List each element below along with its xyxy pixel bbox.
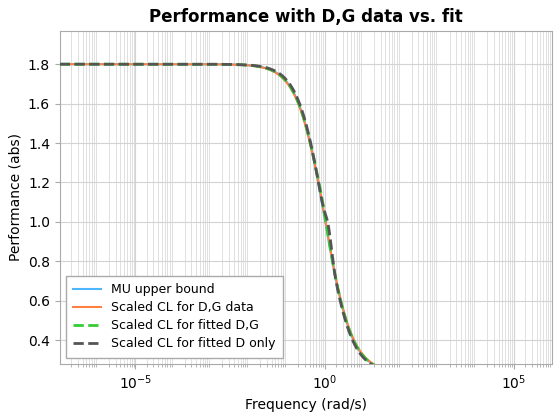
Scaled CL for D,G data xyxy=(57,62,63,67)
Scaled CL for fitted D only xyxy=(267,66,273,71)
Scaled CL for fitted D,G xyxy=(539,370,545,375)
Y-axis label: Performance (abs): Performance (abs) xyxy=(8,133,22,261)
MU upper bound xyxy=(548,370,555,375)
Legend: MU upper bound, Scaled CL for D,G data, Scaled CL for fitted D,G, Scaled CL for : MU upper bound, Scaled CL for D,G data, … xyxy=(66,276,283,357)
Scaled CL for D,G data xyxy=(539,370,545,375)
Scaled CL for D,G data xyxy=(142,62,148,67)
Line: Scaled CL for D,G data: Scaled CL for D,G data xyxy=(60,64,552,373)
MU upper bound xyxy=(142,62,148,67)
Scaled CL for fitted D only xyxy=(57,62,63,67)
Line: Scaled CL for fitted D,G: Scaled CL for fitted D,G xyxy=(60,64,552,373)
Line: Scaled CL for fitted D only: Scaled CL for fitted D only xyxy=(60,64,552,373)
MU upper bound xyxy=(267,67,273,72)
Scaled CL for fitted D,G xyxy=(245,63,252,68)
Scaled CL for fitted D only xyxy=(539,370,545,375)
Scaled CL for D,G data xyxy=(267,67,273,72)
Scaled CL for fitted D,G xyxy=(113,62,119,67)
Scaled CL for D,G data xyxy=(548,370,555,375)
Scaled CL for fitted D,G xyxy=(486,370,492,375)
MU upper bound xyxy=(245,63,252,68)
Scaled CL for fitted D,G xyxy=(267,67,273,72)
MU upper bound xyxy=(57,62,63,67)
Title: Performance with D,G data vs. fit: Performance with D,G data vs. fit xyxy=(149,8,463,26)
Scaled CL for fitted D,G xyxy=(57,62,63,67)
Scaled CL for D,G data xyxy=(486,370,492,375)
MU upper bound xyxy=(539,370,545,375)
MU upper bound xyxy=(486,370,492,375)
Scaled CL for fitted D only xyxy=(486,370,492,375)
MU upper bound xyxy=(113,62,119,67)
Scaled CL for D,G data xyxy=(245,63,252,68)
Scaled CL for fitted D only xyxy=(113,62,119,67)
Scaled CL for fitted D,G xyxy=(142,62,148,67)
Scaled CL for fitted D only xyxy=(245,63,252,68)
Scaled CL for fitted D,G xyxy=(548,370,555,375)
Scaled CL for fitted D only xyxy=(142,62,148,67)
Line: MU upper bound: MU upper bound xyxy=(60,64,552,373)
Scaled CL for D,G data xyxy=(113,62,119,67)
Scaled CL for fitted D only xyxy=(548,370,555,375)
X-axis label: Frequency (rad/s): Frequency (rad/s) xyxy=(245,398,367,412)
